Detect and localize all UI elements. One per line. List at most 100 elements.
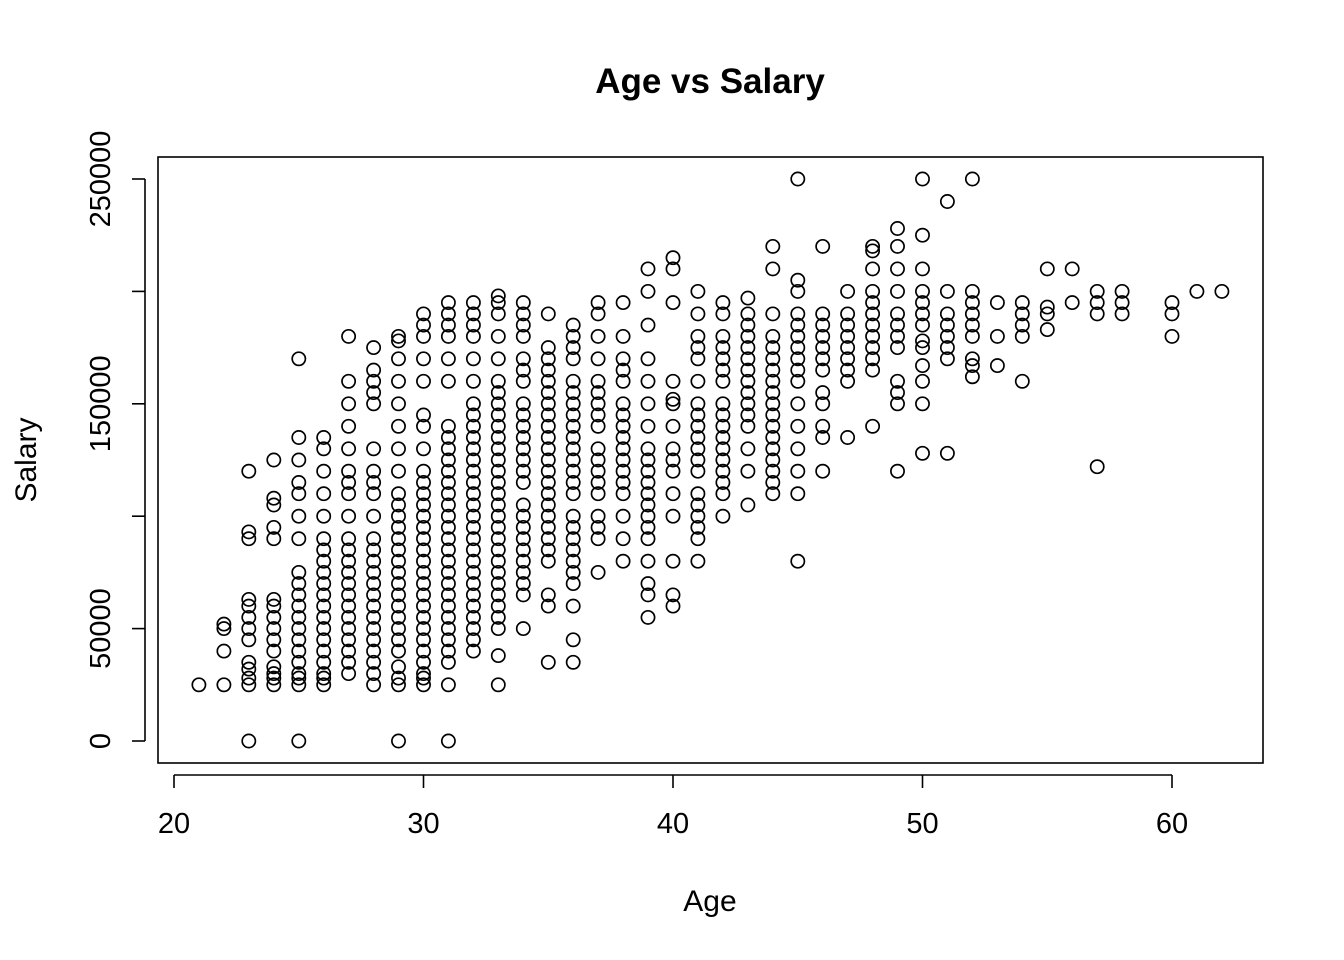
data-point <box>416 621 431 637</box>
data-point <box>815 306 831 322</box>
data-point <box>515 542 531 558</box>
data-point <box>790 373 806 389</box>
data-point <box>765 306 781 322</box>
data-point <box>391 576 406 592</box>
data-point <box>890 385 905 401</box>
data-point <box>366 564 382 580</box>
data-point <box>865 351 881 367</box>
data-point <box>740 385 756 401</box>
data-point <box>440 542 456 558</box>
data-point <box>665 441 681 457</box>
data-point <box>416 306 431 322</box>
data-point <box>440 317 456 333</box>
data-point <box>690 463 706 479</box>
data-point <box>341 486 357 502</box>
data-point <box>515 553 531 569</box>
data-point <box>964 369 980 385</box>
data-point <box>790 362 806 378</box>
data-point <box>515 407 531 423</box>
data-point <box>615 430 631 445</box>
data-point <box>416 553 431 569</box>
data-point <box>840 430 856 445</box>
data-point <box>715 486 731 502</box>
data-point <box>366 340 382 356</box>
data-point <box>366 486 382 502</box>
data-point <box>1039 322 1055 338</box>
data-point <box>964 358 980 374</box>
data-point <box>740 407 756 423</box>
data-point <box>391 531 406 547</box>
data-point <box>540 452 556 468</box>
data-point <box>1164 306 1180 322</box>
data-point <box>465 598 481 614</box>
data-point <box>291 654 307 670</box>
data-point <box>391 564 406 580</box>
data-point <box>690 452 706 468</box>
data-point <box>490 621 506 637</box>
y-tick-label: 50000 <box>85 588 117 669</box>
data-point <box>765 475 781 490</box>
data-point <box>416 486 431 502</box>
data-point <box>765 418 781 434</box>
data-point <box>740 290 756 306</box>
data-point <box>465 632 481 648</box>
data-point <box>465 418 481 434</box>
data-point <box>341 654 357 670</box>
data-point <box>765 441 781 457</box>
data-point <box>391 553 406 569</box>
data-point <box>565 407 581 423</box>
data-point <box>266 677 282 693</box>
data-point <box>391 542 406 558</box>
data-point <box>440 418 456 434</box>
data-point <box>341 553 357 569</box>
data-point <box>291 621 307 637</box>
data-point <box>291 609 307 625</box>
data-point <box>465 587 481 603</box>
data-point <box>640 452 656 468</box>
data-point <box>915 358 930 374</box>
data-point <box>665 373 681 389</box>
data-point <box>416 643 431 659</box>
data-point <box>440 463 456 479</box>
data-point <box>590 508 606 524</box>
data-point <box>291 564 307 580</box>
data-point <box>740 340 756 356</box>
data-point <box>416 508 431 524</box>
data-point <box>939 306 955 322</box>
data-point <box>465 486 481 502</box>
data-point <box>341 666 357 682</box>
data-point <box>366 632 382 648</box>
data-point <box>1114 306 1130 322</box>
chart-title: Age vs Salary <box>595 62 825 101</box>
data-point <box>615 475 631 490</box>
data-point <box>565 486 581 502</box>
data-point <box>765 396 781 412</box>
data-point <box>565 340 581 356</box>
data-point <box>565 452 581 468</box>
data-point <box>341 418 357 434</box>
data-point <box>515 576 531 592</box>
data-point <box>815 418 831 434</box>
data-point <box>465 295 481 311</box>
data-point <box>416 542 431 558</box>
data-point <box>665 391 681 407</box>
data-point <box>391 373 406 389</box>
data-point <box>665 486 681 502</box>
data-point <box>865 418 881 434</box>
data-point <box>440 430 456 445</box>
data-point <box>515 396 531 412</box>
data-point <box>515 564 531 580</box>
data-point <box>915 340 930 356</box>
data-point <box>540 654 556 670</box>
data-point <box>440 564 456 580</box>
data-point <box>815 463 831 479</box>
data-point <box>740 441 756 457</box>
data-point <box>540 430 556 445</box>
data-point <box>216 616 232 632</box>
data-point <box>341 475 357 490</box>
data-point <box>515 430 531 445</box>
data-point <box>1039 306 1055 322</box>
data-point <box>241 661 257 677</box>
data-point <box>615 508 631 524</box>
data-point <box>740 351 756 367</box>
